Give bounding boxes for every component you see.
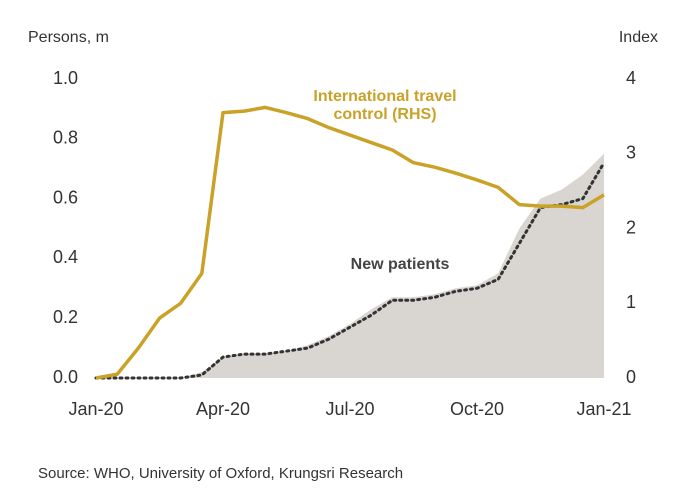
- y-tick-label: 0.2: [53, 307, 78, 327]
- source: Source: WHO, University of Oxford, Krung…: [38, 465, 403, 482]
- y2-axis-title: Index: [619, 29, 658, 46]
- legend-travel: International travel control (RHS): [313, 88, 457, 123]
- x-tick-label: Jan-20: [68, 399, 123, 419]
- legend-new-patients: New patients: [350, 256, 450, 273]
- y-tick-label: 0.8: [53, 128, 78, 148]
- y-tick-label: 0.0: [53, 367, 78, 387]
- y2-tick-label: 4: [626, 68, 636, 88]
- x-tick-label: Apr-20: [196, 399, 250, 419]
- y2-tick-label: 1: [626, 292, 636, 312]
- y2-tick-label: 3: [626, 143, 636, 163]
- y-tick-label: 0.4: [53, 247, 78, 267]
- y-tick-label: 0.6: [53, 187, 78, 207]
- x-tick-label: Oct-20: [450, 399, 504, 419]
- y-axis-title: Persons, m: [28, 29, 109, 46]
- y2-tick-label: 0: [626, 367, 636, 387]
- y2-tick-label: 2: [626, 217, 636, 237]
- line: [95, 105, 605, 380]
- dotted-line: [94, 161, 606, 380]
- area: [96, 153, 604, 378]
- x-tick-label: Jul-20: [325, 399, 374, 419]
- y-tick-label: 1.0: [53, 68, 78, 88]
- x-tick-label: Jan-21: [576, 399, 631, 419]
